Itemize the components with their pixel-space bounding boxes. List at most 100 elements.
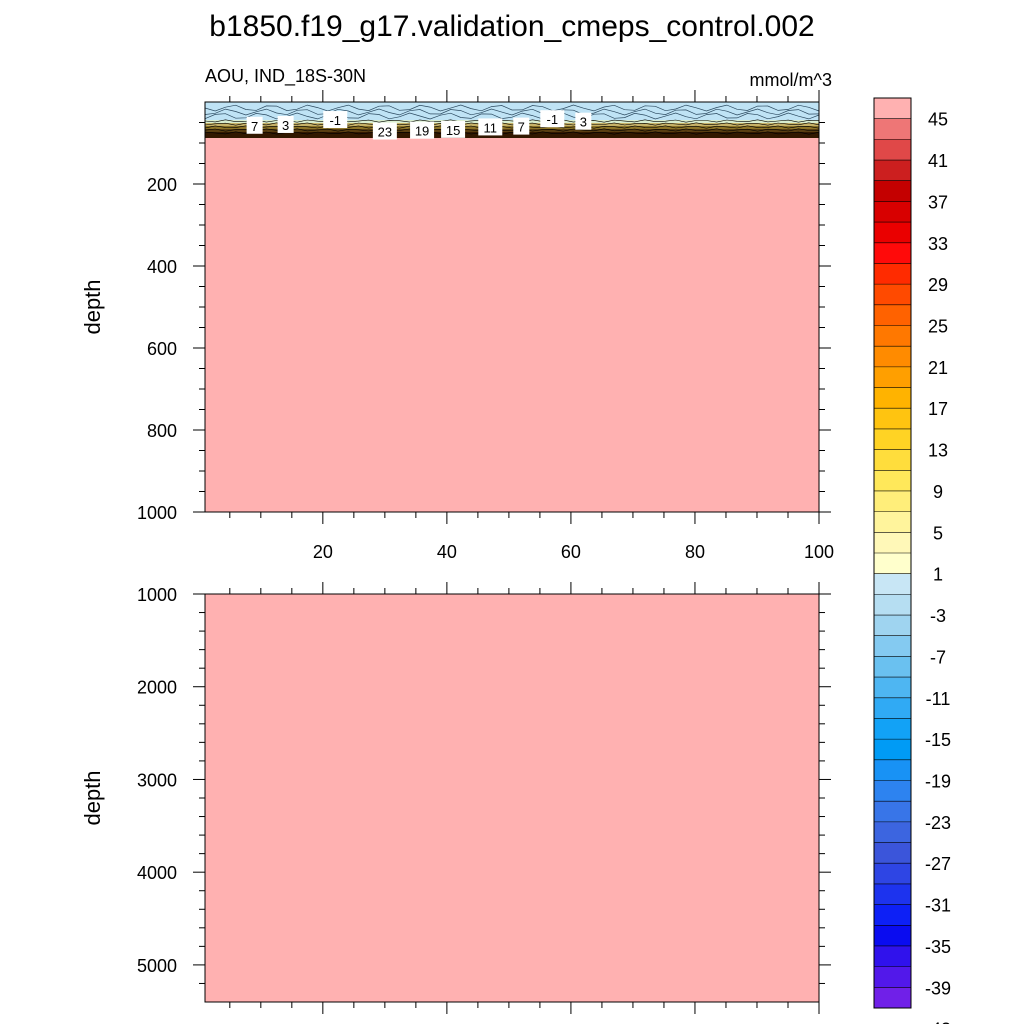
colorbar-label: 25 <box>928 317 948 337</box>
contour-line <box>204 108 820 116</box>
colorbar-label: -43 <box>925 1020 951 1024</box>
colorbar-swatch <box>874 883 911 905</box>
lower-panel: 1000 2000 3000 4000 5000 depth <box>80 582 831 1014</box>
colorbar-label: -11 <box>926 689 951 709</box>
contour-label-bg <box>513 117 530 135</box>
contour-line <box>204 112 820 120</box>
colorbar-swatch <box>874 863 911 885</box>
units-label: mmol/m^3 <box>750 70 832 90</box>
colorbar-label: -15 <box>925 730 951 750</box>
colorbar-swatch <box>874 759 911 781</box>
colorbar-label: 33 <box>928 234 948 254</box>
contour-label-bg <box>478 118 503 136</box>
colorbar-swatch <box>874 718 911 740</box>
colorbar-swatch <box>874 160 911 182</box>
colorbar-swatch <box>874 573 911 595</box>
colorbar-swatch <box>874 739 911 761</box>
contour-label-bg <box>323 111 348 129</box>
surface-band <box>205 123 819 126</box>
lower-axes: 1000 2000 3000 4000 5000 <box>137 582 831 1014</box>
upper-plot-fill <box>205 102 819 512</box>
surface-band <box>205 132 819 138</box>
x-tick-label: 20 <box>313 542 333 562</box>
contour-label: -1 <box>329 113 341 128</box>
y-tick-label: 400 <box>147 257 177 277</box>
colorbar-label: -27 <box>925 854 951 874</box>
contour-label: 15 <box>446 123 460 138</box>
colorbar-swatch <box>874 656 911 678</box>
upper-y-axis-label: depth <box>80 279 105 334</box>
colorbar-swatch <box>874 925 911 947</box>
x-tick-label: 80 <box>685 542 705 562</box>
colorbar-swatch <box>874 366 911 388</box>
colorbar-label: -3 <box>930 606 946 626</box>
colorbar-swatch <box>874 635 911 657</box>
colorbar-swatch <box>874 180 911 202</box>
colorbar-swatch <box>874 780 911 802</box>
colorbar-label: -35 <box>925 937 951 957</box>
contour-label: -1 <box>547 112 559 127</box>
x-tick-label: 40 <box>437 542 457 562</box>
colorbar-swatch <box>874 532 911 554</box>
colorbar-label: -31 <box>925 896 951 916</box>
contour-line <box>204 119 820 123</box>
contour-label: 3 <box>580 115 587 130</box>
contour-label: 11 <box>484 120 498 135</box>
colorbar-label: 29 <box>928 275 948 295</box>
y-tick-label: 3000 <box>137 770 177 790</box>
colorbar-label: 5 <box>933 523 943 543</box>
colorbar-swatch <box>874 222 911 244</box>
colorbar-label: -19 <box>925 772 951 792</box>
colorbar-label: -39 <box>925 978 951 998</box>
upper-surface-layer <box>204 102 820 138</box>
contour-line <box>204 125 820 129</box>
colorbar-swatch <box>874 118 911 140</box>
colorbar-swatch <box>874 801 911 823</box>
colorbar-swatch <box>874 966 911 988</box>
colorbar-swatch <box>874 346 911 368</box>
y-tick-label: 4000 <box>137 863 177 883</box>
contour-label: 7 <box>518 120 525 135</box>
y-tick-label: 5000 <box>137 956 177 976</box>
contour-label: 23 <box>378 125 392 140</box>
colorbar-label: -7 <box>930 647 946 667</box>
contour-label-bg <box>246 116 263 134</box>
contour-line <box>204 122 820 126</box>
upper-contour-labels: 7 3 -1 23 19 15 11 7 -1 3 <box>246 110 592 140</box>
surface-band <box>205 102 819 120</box>
colorbar-swatch <box>874 511 911 533</box>
colorbar-swatch <box>874 490 911 512</box>
colorbar-swatch <box>874 284 911 306</box>
contour-label-bg <box>372 122 397 140</box>
y-tick-label: 200 <box>147 175 177 195</box>
colorbar-label: -23 <box>925 813 951 833</box>
contour-label: 3 <box>282 118 289 133</box>
colorbar-swatch <box>874 325 911 347</box>
contour-label-bg <box>575 112 592 130</box>
colorbar-frame <box>873 97 912 1009</box>
contour-line <box>204 128 820 132</box>
colorbar-swatch <box>874 987 911 1009</box>
colorbar-swatch <box>874 408 911 430</box>
colorbar-swatch <box>874 449 911 471</box>
upper-panel: AOU, IND_18S-30N mmol/m^3 7 3 -1 23 19 15 11 7 -… <box>80 66 834 562</box>
colorbar-swatch <box>874 98 911 119</box>
contour-label-bg <box>410 121 435 139</box>
colorbar-swatch <box>874 428 911 450</box>
y-tick-label: 2000 <box>137 678 177 698</box>
colorbar-swatch <box>874 842 911 864</box>
colorbar-swatch <box>874 904 911 926</box>
contour-line <box>204 104 820 112</box>
colorbar-swatch <box>874 677 911 699</box>
colorbar-label: 41 <box>928 151 948 171</box>
colorbar-swatch <box>874 201 911 223</box>
y-tick-label: 600 <box>147 339 177 359</box>
figure-title: b1850.f19_g17.validation_cmeps_control.0… <box>209 10 814 43</box>
colorbar-label: 45 <box>928 110 948 130</box>
colorbar-label: 13 <box>928 441 948 461</box>
colorbar-swatch <box>874 242 911 264</box>
colorbar-swatch <box>874 594 911 616</box>
colorbar-swatch <box>874 945 911 967</box>
contour-line <box>204 131 820 135</box>
